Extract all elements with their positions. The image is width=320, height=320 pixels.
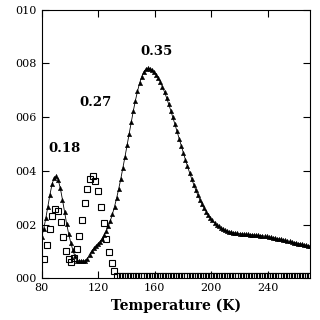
X-axis label: Temperature (K): Temperature (K)	[111, 299, 241, 313]
Text: 0.35: 0.35	[140, 45, 173, 58]
Text: 0.18: 0.18	[49, 142, 81, 155]
Text: 0.27: 0.27	[80, 96, 112, 109]
